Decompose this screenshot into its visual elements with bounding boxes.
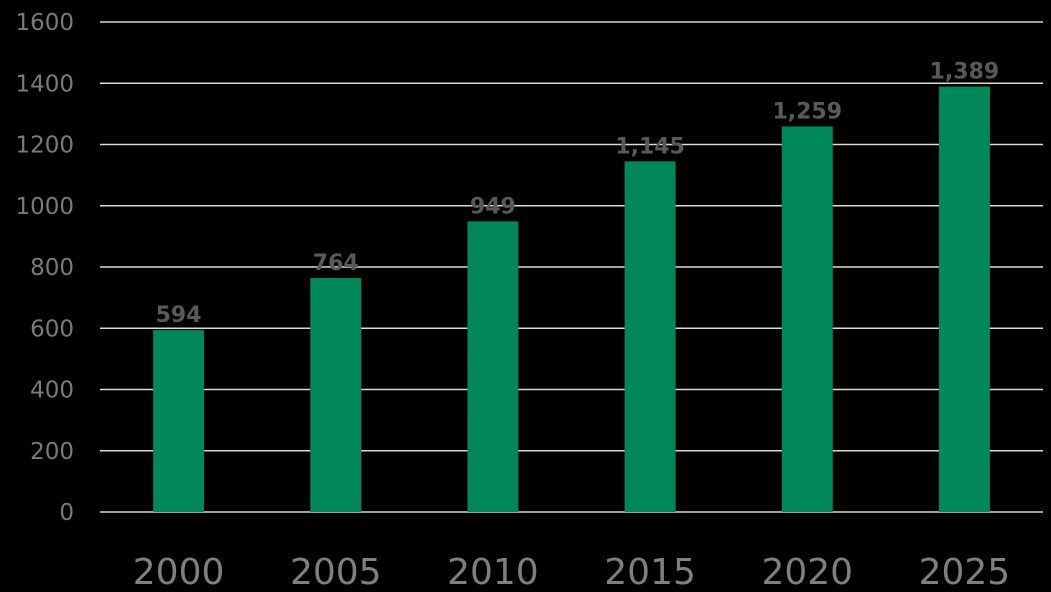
- data-label: 949: [470, 194, 516, 219]
- gridlines: [100, 21, 1043, 513]
- x-tick-label: 2005: [290, 552, 382, 592]
- bar: [153, 330, 205, 512]
- y-tick-label: 800: [30, 255, 74, 281]
- y-tick-label: 1400: [15, 71, 74, 97]
- x-axis-ticks: 2000 2005 2010 2015 2020 2025: [133, 552, 1010, 592]
- y-tick-label: 200: [30, 439, 74, 465]
- data-label: 1,145: [615, 134, 685, 159]
- data-label: 1,259: [772, 99, 842, 124]
- y-tick-label: 600: [30, 316, 74, 342]
- bars: [153, 86, 990, 513]
- bar: [938, 86, 990, 513]
- data-label: 764: [313, 251, 359, 276]
- data-labels: 594 764 949 1,145 1,259 1,389: [156, 60, 1000, 328]
- bar: [781, 126, 833, 513]
- x-tick-label: 2025: [919, 552, 1011, 592]
- bar: [624, 161, 676, 512]
- y-tick-label: 1600: [15, 10, 74, 36]
- y-tick-label: 400: [30, 378, 74, 404]
- x-tick-label: 2020: [761, 552, 853, 592]
- data-label: 594: [156, 303, 202, 328]
- y-tick-label: 1200: [15, 133, 74, 159]
- y-tick-label: 1000: [15, 194, 74, 220]
- y-axis-ticks: 0 200 400 600 800 1000 1200 1400 1600: [15, 10, 74, 526]
- bar: [467, 221, 519, 512]
- x-tick-label: 2010: [447, 552, 539, 592]
- bar: [310, 278, 362, 512]
- data-label: 1,389: [930, 60, 1000, 85]
- x-tick-label: 2000: [133, 552, 225, 592]
- x-tick-label: 2015: [604, 552, 696, 592]
- y-tick-label: 0: [59, 500, 74, 526]
